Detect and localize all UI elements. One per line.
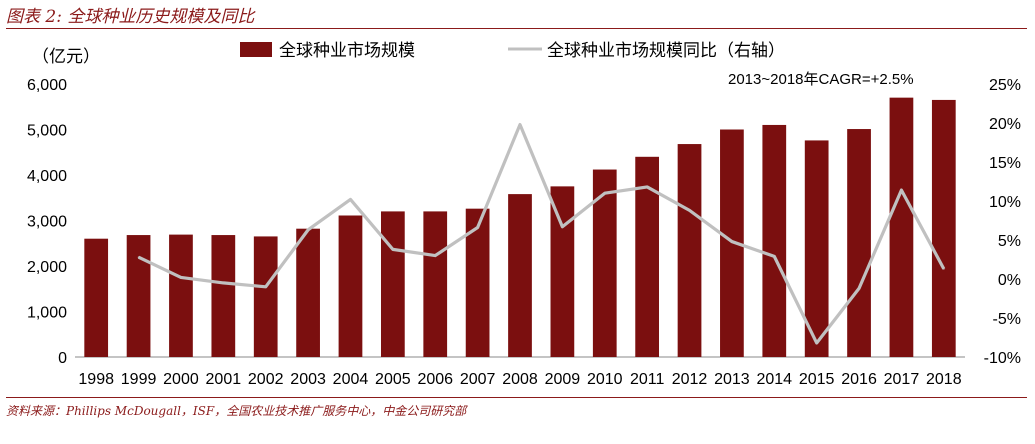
left-axis-tick-label: 2,000 [27,259,67,276]
bar [889,97,914,358]
bar [635,156,660,357]
x-axis-tick-label: 2014 [756,371,792,388]
line-point [434,254,437,257]
bar [677,144,702,357]
legend-bar-label: 全球种业市场规模 [279,41,415,60]
bar [253,236,278,357]
line-point [519,123,521,126]
right-axis-tick-label: 10% [989,194,1021,211]
x-axis-tick-label: 2016 [841,371,877,388]
x-axis-tick-label: 2005 [375,371,411,388]
line-point [476,226,479,229]
bar [126,235,151,357]
bar [508,194,532,357]
left-axis-unit-label: （亿元） [32,47,100,66]
title-divider [6,28,1027,29]
line-point [307,229,309,231]
line-point [180,276,182,279]
yoy-line [137,122,946,345]
legend-bar-swatch [240,42,272,57]
left-axis-tick-label: 3,000 [27,214,67,231]
right-axis-tick-label: 25% [989,77,1021,94]
x-axis-tick-label: 2000 [163,371,199,388]
x-axis-tick-label: 2015 [799,371,835,388]
source-divider [6,397,1027,398]
left-axis-tick-label: 6,000 [27,77,67,94]
line-point [646,186,648,188]
line-point [731,240,733,243]
bar [423,211,448,357]
line-point [222,282,225,284]
bar [211,235,236,357]
x-axis-tick-label: 2006 [417,371,453,388]
x-axis-tick-label: 2002 [248,371,284,388]
figure-title: 图表 2: 全球种业历史规模及同比 [6,7,255,27]
line-point [815,342,818,344]
bar [465,208,490,357]
right-axis-tick-label: 0% [998,272,1021,289]
x-axis-tick-label: 2004 [333,371,369,388]
x-axis-tick-label: 2007 [460,371,496,388]
bar [296,228,320,357]
line-series [137,122,946,345]
line-point [773,255,776,258]
right-axis-tick-label: -10% [984,350,1021,367]
bar [762,124,787,357]
bar [84,238,109,357]
legend-line-label: 全球种业市场规模同比（右轴） [547,41,785,60]
bar [931,99,956,358]
left-axis-tick-label: 5,000 [27,123,67,140]
cagr-annotation: 2013~2018年CAGR=+2.5% [728,71,914,88]
bar [804,140,829,357]
line-point [603,192,606,194]
line-point [900,189,903,191]
x-axis-tick-label: 2017 [884,371,920,388]
source-note: 资料来源：Phillips McDougall，ISF，全国农业技术推广服务中心… [6,404,467,418]
x-axis-tick-label: 1999 [121,371,157,388]
x-axis-tick-label: 2010 [587,371,623,388]
x-axis-tick-label: 2003 [290,371,326,388]
x-axis-tick-label: 2001 [206,371,242,388]
axes-group: 0 1,000 2,000 3,000 4,000 5,000 6,000 -10% -5% 0%… [27,77,1021,388]
line-point [264,286,267,288]
bar [550,186,575,357]
bar [592,169,617,357]
line-point [137,256,140,258]
x-axis-tick-label: 2008 [502,371,538,388]
bar [338,215,363,357]
line-point [561,225,564,228]
x-axis-tick-label: 2009 [545,371,581,388]
left-axis-tick-label: 1,000 [27,305,67,322]
bar [847,129,871,357]
line-point [349,198,352,201]
bar [380,211,405,357]
legend: 全球种业市场规模 全球种业市场规模同比（右轴） [240,41,785,60]
left-axis-tick-label: 0 [58,350,67,367]
x-axis-tick-label: 2011 [630,371,665,388]
line-point [858,287,860,290]
bar [169,234,193,357]
right-axis-tick-label: -5% [993,311,1021,328]
x-axis-tick-label: 2018 [926,371,962,388]
right-axis-tick-label: 15% [989,155,1021,172]
x-axis-tick-label: 2012 [672,371,708,388]
x-axis-tick-label: 1998 [78,371,114,388]
right-axis-tick-label: 5% [998,233,1021,250]
line-point [392,248,394,251]
line-point [688,209,691,212]
left-axis-tick-label: 4,000 [27,168,67,185]
x-axis-tick-label: 2013 [714,371,750,388]
line-point [943,268,945,270]
bar-series [84,97,956,358]
right-axis-tick-label: 20% [989,116,1021,133]
